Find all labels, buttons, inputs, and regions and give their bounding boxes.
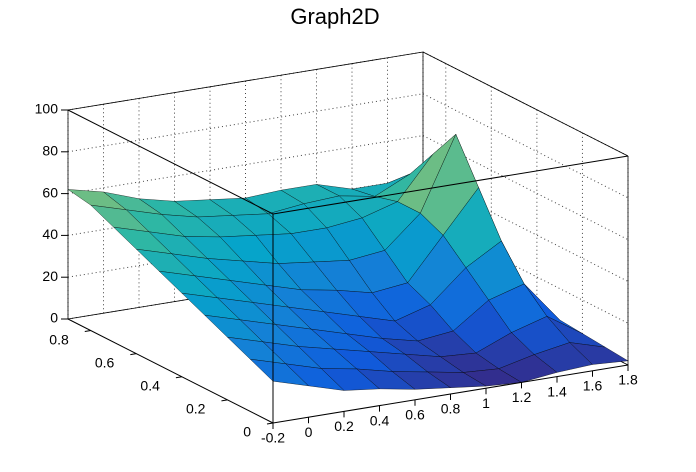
tick-mark — [84, 330, 91, 333]
chart-title: Graph2D — [290, 4, 379, 29]
y-tick-label: 0.4 — [140, 377, 160, 393]
z-tick-label: 20 — [42, 268, 58, 284]
x-tick-label: 1.4 — [547, 383, 567, 399]
axis-line — [272, 364, 629, 424]
y-tick-label: 0.2 — [186, 401, 206, 417]
x-tick-label: 0.4 — [370, 412, 390, 428]
x-tick-label: 1.6 — [583, 378, 603, 394]
z-tick-label: 100 — [35, 101, 59, 117]
x-tick-label: -0.2 — [261, 430, 285, 446]
x-tick-label: 0.8 — [441, 401, 461, 417]
z-tick-label: 0 — [50, 310, 58, 326]
y-tick-label: 0.8 — [49, 331, 69, 347]
z-tick-label: 60 — [42, 184, 58, 200]
tick-mark — [175, 376, 182, 379]
tick-mark — [130, 353, 137, 356]
y-tick-label: 0 — [243, 424, 251, 440]
x-tick-label: 0 — [305, 424, 313, 440]
box-edge — [422, 51, 629, 157]
x-tick-label: 0.2 — [334, 418, 354, 434]
tick-mark — [221, 399, 228, 402]
x-tick-label: 0.6 — [405, 407, 425, 423]
x-tick-label: 1.2 — [512, 389, 532, 405]
box-edge — [67, 51, 424, 111]
axis-line — [67, 109, 274, 215]
x-tick-label: 1 — [482, 395, 490, 411]
tick-mark — [266, 422, 274, 425]
z-tick-label: 40 — [42, 226, 58, 242]
x-tick-label: 1.8 — [618, 372, 638, 388]
z-tick-label: 80 — [42, 143, 58, 159]
axis-line — [272, 155, 629, 215]
axis-line — [67, 318, 274, 424]
y-tick-label: 0.6 — [95, 354, 115, 370]
surface-cell — [249, 358, 310, 387]
